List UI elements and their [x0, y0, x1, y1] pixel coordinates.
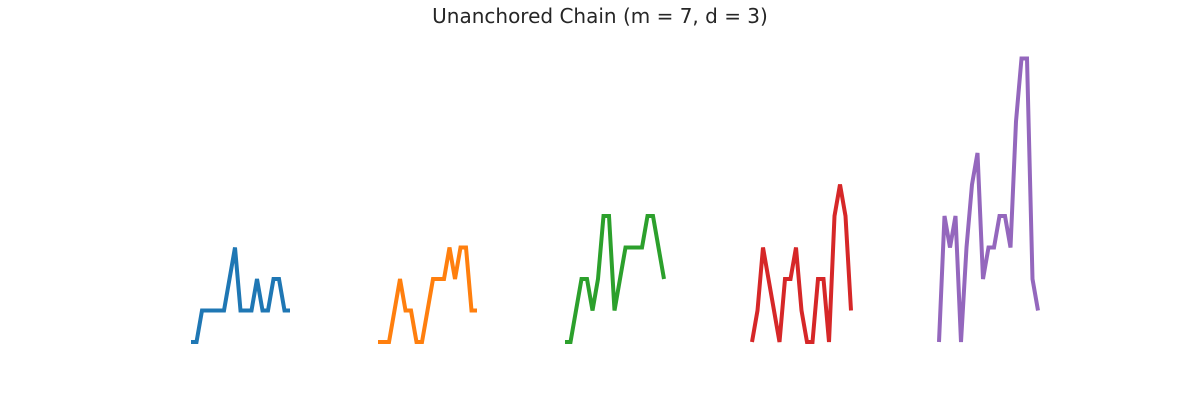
- series-line-5: [937, 56, 1040, 343]
- series-line-4: [750, 184, 853, 344]
- series-line-2: [378, 245, 477, 344]
- series-layer: [191, 56, 1040, 344]
- series-line-3: [565, 214, 666, 344]
- chart-title: Unanchored Chain (m = 7, d = 3): [432, 4, 768, 28]
- series-line-1: [191, 247, 290, 344]
